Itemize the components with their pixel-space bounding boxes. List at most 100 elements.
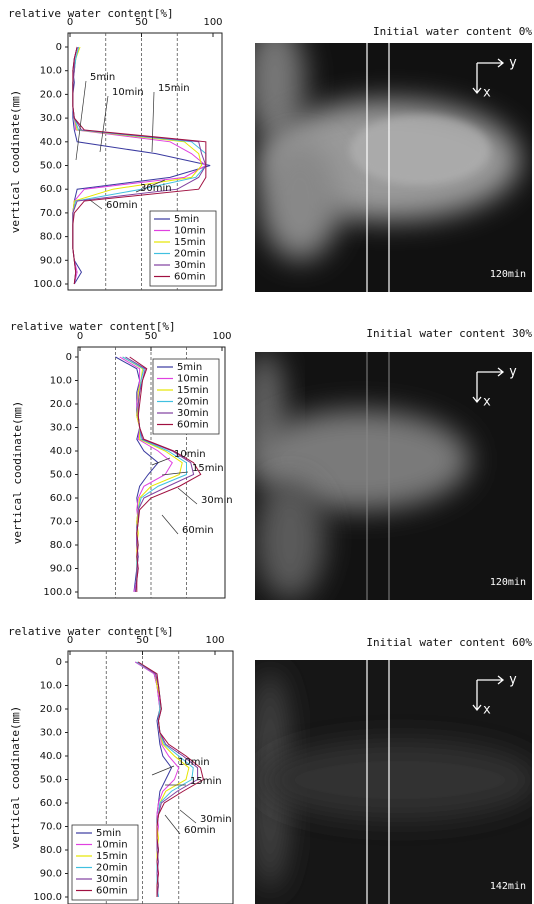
x-tick-label: 0	[67, 17, 73, 28]
leader-line	[161, 514, 179, 535]
y-tick-label: 90.0	[40, 869, 62, 880]
image-caption: Initial water content 60%	[366, 636, 532, 649]
y-tick-label: 30.0	[40, 728, 62, 739]
y-tick-label: 30.0	[50, 423, 72, 434]
y-axis-label: vertical coodinate(㎜)	[11, 401, 24, 544]
legend-label: 60min	[96, 886, 128, 897]
y-tick-label: 80.0	[40, 232, 62, 243]
photo	[255, 660, 532, 904]
image-axis-y: y	[509, 56, 517, 71]
y-tick-label: 70.0	[50, 517, 72, 528]
legend-label: 60min	[177, 420, 209, 431]
annotation: 60min	[184, 825, 216, 836]
leader-line	[161, 471, 189, 476]
leader-line	[89, 199, 103, 210]
y-tick-label: 60.0	[50, 493, 72, 504]
annotation: 5min	[90, 72, 115, 83]
chart: relative water content[%] vertical coodin…	[8, 7, 532, 291]
y-tick-label: 50.0	[40, 775, 62, 786]
y-tick-label: 60.0	[40, 184, 62, 195]
y-tick-label: 0	[56, 657, 62, 668]
photo	[255, 43, 532, 292]
data-line	[129, 356, 202, 592]
y-tick-label: 80.0	[40, 845, 62, 856]
legend-label: 15min	[177, 385, 209, 396]
y-tick-label: 20.0	[40, 89, 62, 100]
y-tick-label: 10.0	[50, 376, 72, 387]
axis-arrows	[472, 58, 505, 95]
chart-title: relative water content[%]	[8, 625, 174, 638]
y-tick-label: 100.0	[33, 892, 62, 903]
chart: relative water content[%] vertical coodin…	[8, 625, 532, 904]
legend-label: 5min	[174, 214, 199, 225]
y-tick-label: 0	[56, 42, 62, 53]
annotation: 10min	[174, 449, 206, 460]
legend-label: 30min	[96, 874, 128, 885]
legend-label: 10min	[174, 226, 206, 237]
legend-box	[152, 358, 220, 435]
x-tick-label: 0	[77, 331, 83, 342]
x-tick-label: 100	[212, 331, 231, 342]
y-tick-label: 100.0	[33, 279, 62, 290]
annotation: 30min	[200, 814, 232, 825]
image-axis-y: y	[509, 673, 517, 688]
image-axis-x: x	[483, 395, 491, 410]
leader-line	[151, 457, 171, 466]
legend-label: 20min	[177, 397, 209, 408]
y-tick-label: 60.0	[40, 798, 62, 809]
y-axis-label: vertical coodinate(㎜)	[9, 90, 22, 233]
y-tick-label: 90.0	[40, 255, 62, 266]
leader-line	[151, 91, 155, 153]
y-tick-label: 100.0	[43, 587, 72, 598]
annotation: 60min	[106, 200, 138, 211]
legend-label: 30min	[177, 408, 209, 419]
image-axis-y: y	[509, 365, 517, 380]
image-time: 120min	[490, 269, 526, 280]
annotation: 15min	[190, 776, 222, 787]
x-tick-label: 100	[205, 635, 224, 646]
y-tick-label: 40.0	[50, 446, 72, 457]
annotation: 30min	[201, 495, 233, 506]
annotation: 15min	[158, 83, 190, 94]
legend-label: 20min	[96, 863, 128, 874]
x-tick-label: 50	[135, 17, 148, 28]
annotation: 15min	[192, 463, 224, 474]
photo	[255, 352, 532, 600]
annotation: 10min	[112, 87, 144, 98]
image-time: 120min	[490, 577, 526, 588]
chart-title: relative water content[%]	[8, 7, 174, 20]
y-tick-label: 50.0	[50, 470, 72, 481]
legend-label: 15min	[96, 851, 128, 862]
leader-line	[164, 814, 181, 835]
data-line	[137, 661, 204, 897]
image-caption: Initial water content 0%	[373, 25, 532, 38]
y-tick-label: 70.0	[40, 822, 62, 833]
legend-label: 10min	[177, 374, 209, 385]
axis-arrows	[472, 675, 505, 712]
y-tick-label: 90.0	[50, 564, 72, 575]
y-tick-label: 0	[66, 352, 72, 363]
annotation: 10min	[178, 757, 210, 768]
y-tick-label: 40.0	[40, 137, 62, 148]
legend-label: 20min	[174, 249, 206, 260]
leader-line	[99, 95, 109, 153]
x-tick-label: 0	[67, 635, 73, 646]
legend-box	[71, 824, 139, 901]
x-tick-label: 50	[136, 635, 149, 646]
image-time: 142min	[490, 881, 526, 892]
legend-label: 5min	[177, 362, 202, 373]
y-tick-label: 10.0	[40, 681, 62, 692]
leader-line	[135, 179, 166, 193]
axis-arrows	[472, 367, 505, 404]
leader-line	[151, 765, 175, 776]
y-tick-label: 50.0	[40, 161, 62, 172]
legend-label: 10min	[96, 840, 128, 851]
y-tick-label: 30.0	[40, 113, 62, 124]
legend-label: 30min	[174, 260, 206, 271]
y-tick-label: 80.0	[50, 540, 72, 551]
legend-box	[149, 210, 217, 287]
annotation: 60min	[182, 525, 214, 536]
y-tick-label: 10.0	[40, 66, 62, 77]
